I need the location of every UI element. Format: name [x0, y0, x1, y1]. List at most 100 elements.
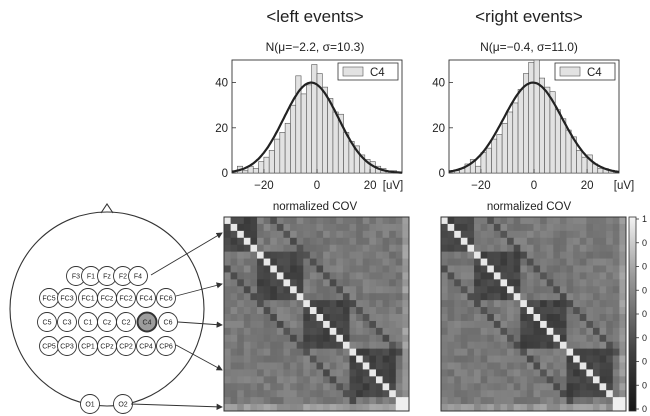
cov-cell: [296, 355, 304, 363]
cov-cell: [579, 320, 587, 329]
cov-cell: [283, 404, 291, 412]
cov-cell: [579, 265, 587, 273]
cov-cell: [606, 314, 614, 322]
cov-cell: [447, 314, 455, 322]
cov-cell: [336, 217, 344, 225]
cov-cell: [243, 383, 251, 391]
cov-cell: [460, 327, 468, 336]
cov-cell: [296, 307, 304, 315]
cov-cell: [460, 404, 468, 412]
cov-cell: [296, 237, 304, 246]
electrode-label: CP4: [139, 344, 153, 351]
cov-cell: [323, 223, 331, 232]
cov-cell: [592, 334, 600, 343]
cov-cell: [467, 369, 475, 377]
colorbar-tick-label: 0: [642, 404, 647, 414]
cov-cell: [283, 279, 291, 287]
cov-cell: [296, 348, 304, 356]
cov-cell: [493, 258, 501, 266]
cov-cell: [460, 279, 468, 287]
cov-cell: [349, 404, 357, 412]
cov-cell: [369, 279, 377, 287]
cov-cell: [303, 376, 311, 384]
cov-cell: [382, 272, 390, 280]
cov-cell: [507, 244, 515, 253]
histogram-bar: [327, 98, 334, 174]
cov-cell: [224, 265, 232, 273]
cov-cell: [553, 355, 561, 363]
cov-cell: [342, 334, 350, 343]
cov-cell: [559, 355, 567, 363]
left-heatmap-frame: [223, 216, 410, 412]
cov-cell: [349, 237, 357, 246]
cov-cell: [276, 244, 284, 253]
cov-cell: [447, 279, 455, 287]
cov-cell: [257, 327, 265, 336]
cov-cell: [237, 383, 245, 391]
cov-cell: [375, 362, 383, 370]
cov-cell: [230, 355, 238, 363]
cov-cell: [526, 230, 534, 239]
cov-cell: [533, 397, 541, 405]
cov-cell: [296, 300, 304, 308]
cov-cell: [441, 265, 449, 273]
cov-cell: [606, 362, 614, 370]
cov-cell: [441, 376, 449, 384]
cov-cell: [559, 258, 567, 266]
cov-cell: [559, 272, 567, 280]
cov-cell: [546, 265, 554, 273]
cov-cell: [369, 397, 377, 405]
cov-cell: [619, 286, 627, 294]
cov-cell: [533, 327, 541, 336]
cov-cell: [257, 258, 265, 266]
cov-cell: [342, 258, 350, 266]
cov-cell: [513, 251, 521, 259]
cov-cell: [454, 376, 462, 384]
cov-cell: [493, 369, 501, 377]
cov-cell: [369, 258, 377, 266]
cov-cell: [349, 334, 357, 343]
cov-cell: [230, 383, 238, 391]
cov-cell: [606, 244, 614, 253]
cov-cell: [573, 258, 581, 266]
cov-cell: [323, 341, 331, 350]
cov-cell: [533, 362, 541, 370]
cov-cell: [323, 217, 331, 225]
cov-cell: [467, 217, 475, 225]
cov-cell: [395, 404, 403, 412]
cov-cell: [619, 272, 627, 280]
cov-cell: [553, 390, 561, 398]
cov-cell: [362, 272, 370, 280]
cov-cell: [599, 334, 607, 343]
cov-cell: [309, 341, 317, 350]
cov-cell: [579, 397, 587, 405]
cov-cell: [467, 300, 475, 308]
cov-cell: [224, 383, 232, 391]
cov-cell: [342, 369, 350, 377]
histogram-bar: [480, 152, 487, 174]
cov-cell: [513, 404, 521, 412]
cov-cell: [573, 286, 581, 294]
cov-cell: [619, 237, 627, 246]
cov-cell: [474, 348, 482, 356]
cov-cell: [263, 279, 271, 287]
cov-cell: [487, 341, 495, 350]
cov-cell: [323, 244, 331, 253]
cov-cell: [389, 362, 397, 370]
cov-cell: [533, 279, 541, 287]
cov-cell: [250, 237, 258, 246]
cov-cell: [336, 272, 344, 280]
cov-cell: [329, 251, 337, 259]
cov-cell: [612, 348, 620, 356]
cov-cell: [520, 404, 528, 412]
cov-cell: [356, 376, 364, 384]
cov-cell: [290, 320, 298, 329]
cov-cell: [283, 230, 291, 239]
cov-cell: [619, 383, 627, 391]
cov-cell: [454, 244, 462, 253]
cov-cell: [349, 320, 357, 329]
cov-cell: [309, 286, 317, 294]
